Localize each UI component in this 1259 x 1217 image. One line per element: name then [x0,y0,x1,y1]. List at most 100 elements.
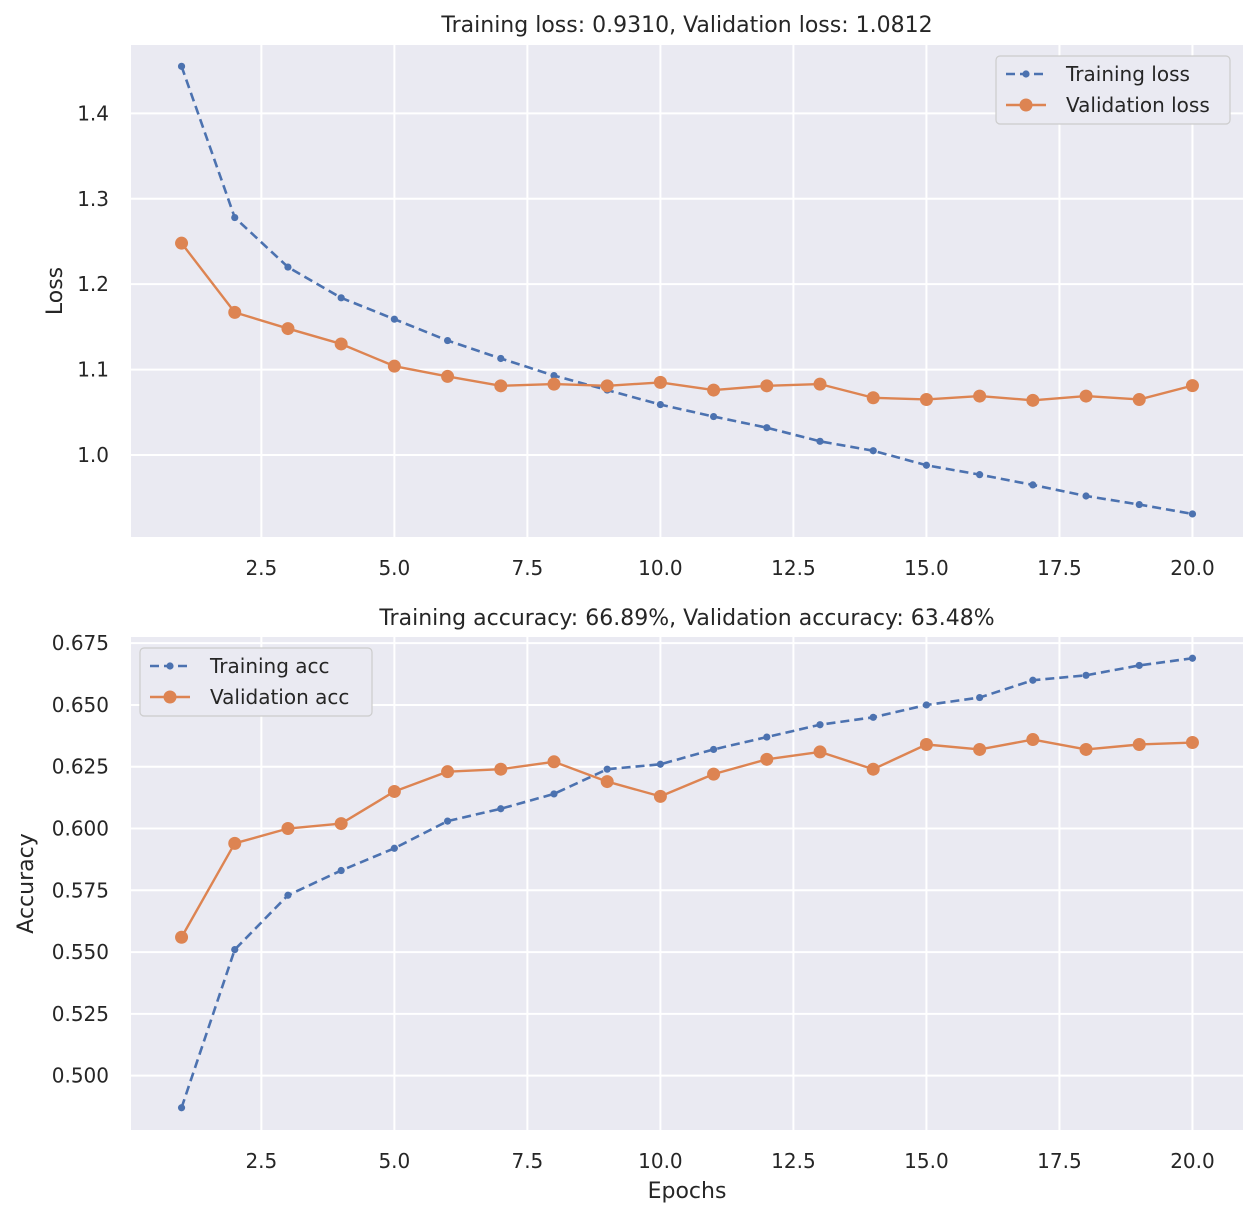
data-point [284,263,292,271]
series-line [180,65,1193,516]
data-point [600,379,614,393]
data-point [1026,733,1040,747]
data-point [175,930,189,944]
y-tick-label: 0.675 [52,631,109,655]
data-point [390,315,398,323]
data-point [337,866,345,875]
x-axis-label: Epochs [648,1179,727,1204]
data-point [281,822,295,836]
legend-marker [166,662,174,670]
data-point [443,336,452,345]
data-point [813,745,827,759]
data-point [281,322,295,336]
data-point [1079,389,1093,403]
data-point [919,392,933,406]
data-point [441,369,455,383]
data-point [763,424,771,432]
data-point [1132,737,1146,751]
data-point [1185,736,1199,750]
data-point [976,471,984,479]
data-point [760,379,774,393]
y-tick-label: 0.525 [52,1002,109,1026]
legend-label: Validation loss [1066,93,1210,117]
data-point [816,721,824,729]
data-point [1188,654,1197,662]
data-point [231,946,239,954]
x-tick-label: 12.5 [771,1149,816,1173]
data-point [869,713,877,721]
x-tick-label: 2.5 [245,1149,277,1173]
legend-label: Training acc [209,654,330,678]
x-tick-label: 10.0 [638,556,683,580]
y-tick-label: 0.550 [52,940,109,964]
y-tick-label: 1.3 [77,187,109,211]
data-point [550,790,558,798]
x-tick-label: 17.5 [1037,1149,1082,1173]
x-tick-label: 17.5 [1037,556,1082,580]
data-point [919,737,933,751]
data-point [707,383,721,397]
data-point [710,412,718,421]
data-point [813,377,827,391]
series-line [180,656,1193,1109]
legend-marker [163,690,177,704]
legend-label: Validation acc [210,685,349,709]
data-point [710,745,718,754]
y-tick-label: 0.650 [52,693,109,717]
data-point [177,1104,186,1112]
data-point [1029,481,1037,489]
data-point [387,784,401,798]
y-tick-label: 0.500 [52,1064,109,1088]
y-tick-label: 1.2 [77,272,109,296]
x-tick-label: 15.0 [904,1149,949,1173]
data-point [1135,500,1143,509]
y-tick-label: 0.600 [52,817,109,841]
data-point [497,354,505,363]
x-tick-label: 15.0 [904,556,949,580]
x-tick-label: 7.5 [511,1149,543,1173]
data-point [653,789,667,803]
data-point [337,294,345,302]
y-axis-label: Accuracy [14,833,39,933]
data-point [1079,742,1093,756]
data-point [763,733,771,741]
data-point [494,379,508,393]
x-tick-label: 2.5 [245,556,277,580]
legend [139,647,373,717]
data-point [1082,492,1090,500]
y-tick-label: 0.575 [52,878,109,902]
data-point [603,765,611,773]
data-point [866,391,880,405]
accuracy-chart: 2.5 5.0 7.5 10.0 12.5 15.0 17.5 20.0 0.500 0.525 0… [14,606,1243,1204]
y-tick-label: 1.4 [77,101,109,125]
data-point [976,693,984,702]
data-point [1135,661,1143,670]
x-tick-label: 20.0 [1170,556,1215,580]
data-point [1026,393,1040,407]
data-point [231,213,239,222]
data-point [760,752,774,766]
data-point [869,447,877,455]
x-tick-label: 20.0 [1170,1149,1215,1173]
data-point [175,236,189,250]
data-point [1029,676,1037,684]
data-point [441,765,455,779]
data-point [494,762,508,776]
x-tick-label: 5.0 [378,556,410,580]
data-point [973,389,987,403]
data-point [228,305,242,319]
data-point [600,775,614,789]
data-point [334,817,348,831]
data-point [228,836,242,850]
data-point [922,461,931,469]
y-tick-label: 0.625 [52,755,109,779]
legend-marker [1019,98,1033,112]
legend-marker [1022,70,1030,78]
x-tick-label: 12.5 [771,556,816,580]
data-point [1188,510,1197,518]
series-line [180,738,1193,938]
x-tick-label: 10.0 [638,1149,683,1173]
data-point [866,762,880,776]
y-tick-label: 1.1 [77,358,109,382]
